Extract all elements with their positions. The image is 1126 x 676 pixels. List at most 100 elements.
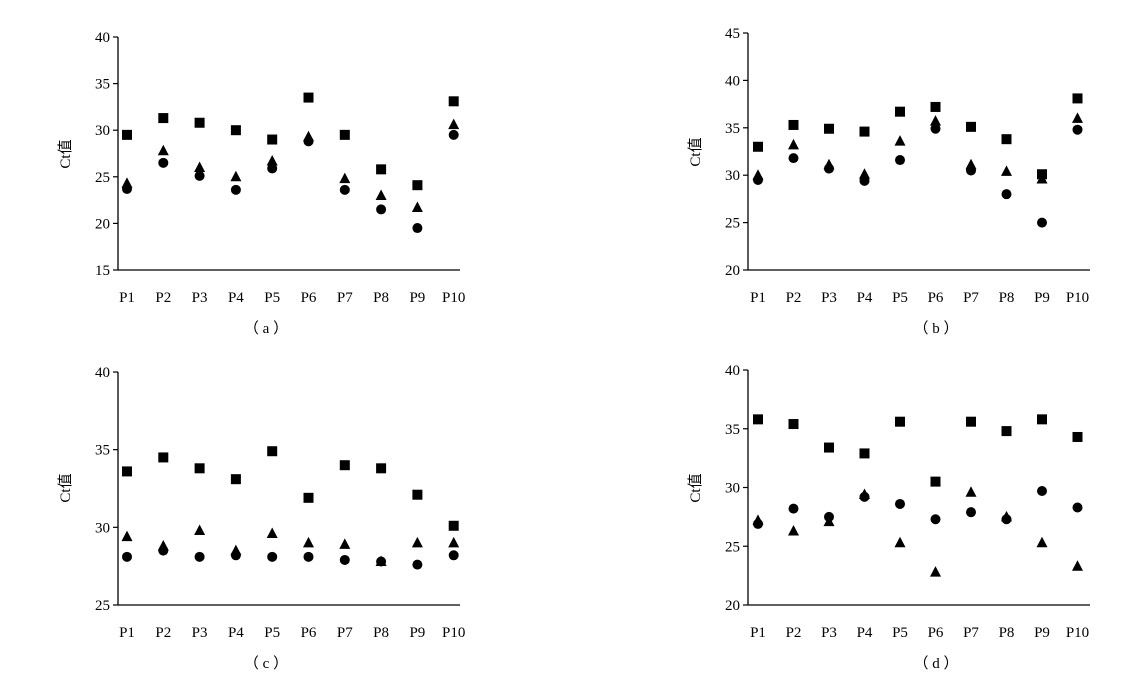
triangle-marker xyxy=(894,536,906,548)
circle-marker xyxy=(895,498,905,509)
square-marker xyxy=(788,119,799,130)
x-tick-label: P6 xyxy=(301,625,317,641)
circle-marker xyxy=(930,514,941,525)
chart-panel-2: 20 25 30 35 40 45 P1 P2 P3 P4 P5 P6 P7 P8 P9 P10 Ct值 （ b … xyxy=(687,26,1090,337)
y-tick-label: 30 xyxy=(725,168,740,184)
square-marker xyxy=(339,129,350,140)
triangle-marker xyxy=(894,135,906,146)
triangle-marker xyxy=(266,154,278,166)
x-tick-label: P7 xyxy=(337,625,353,641)
circle-marker xyxy=(412,559,423,570)
panel-caption: （ b ） xyxy=(913,320,958,337)
x-tick-label: P4 xyxy=(857,290,873,306)
y-tick-label: 25 xyxy=(95,170,110,186)
x-tick-label: P5 xyxy=(892,625,908,641)
x-tick-label: P9 xyxy=(1034,625,1050,641)
x-tick-label: P3 xyxy=(821,290,837,306)
triangle-marker xyxy=(339,538,351,549)
square-marker xyxy=(158,113,169,124)
square-marker xyxy=(930,101,941,112)
triangle-marker xyxy=(121,530,133,542)
x-tick-label: P7 xyxy=(337,290,353,306)
square-marker xyxy=(448,96,459,107)
x-tick-label: P5 xyxy=(892,290,908,306)
circle-marker xyxy=(859,491,870,502)
square-marker xyxy=(788,419,799,430)
triangle-marker xyxy=(230,170,242,182)
circle-marker xyxy=(895,155,905,166)
square-marker xyxy=(930,476,941,487)
x-tick-label: P7 xyxy=(963,290,979,306)
circle-marker xyxy=(788,503,799,514)
circle-marker xyxy=(376,204,387,215)
square-marker xyxy=(859,126,870,137)
circle-marker xyxy=(122,551,132,562)
y-tick-label: 20 xyxy=(725,598,740,614)
triangle-marker xyxy=(859,168,870,179)
x-tick-label: P3 xyxy=(821,625,837,641)
y-tick-label: 40 xyxy=(725,363,740,379)
y-tick-label: 35 xyxy=(95,443,110,459)
chart-panel-1: 15 20 25 30 35 40 P1 P2 P3 P4 P5 P6 P7 P8 P9 P10 Ct值 （ a … xyxy=(57,30,465,337)
circle-marker xyxy=(267,163,278,174)
x-tick-label: P8 xyxy=(999,625,1015,641)
square-marker xyxy=(303,92,314,103)
triangle-marker xyxy=(930,566,941,577)
circle-marker xyxy=(339,554,350,565)
circle-marker xyxy=(194,170,205,181)
triangle-marker xyxy=(194,161,206,172)
square-marker xyxy=(376,463,387,474)
circle-marker xyxy=(158,545,169,556)
triangle-marker xyxy=(266,527,278,539)
x-tick-label: P10 xyxy=(442,625,465,641)
x-tick-label: P7 xyxy=(963,625,979,641)
triangle-marker xyxy=(411,201,423,213)
y-tick-label: 20 xyxy=(725,263,740,279)
square-marker xyxy=(1001,134,1012,145)
x-tick-label: P1 xyxy=(750,290,766,306)
circle-marker xyxy=(788,153,799,164)
x-tick-label: P6 xyxy=(301,290,317,306)
square-marker xyxy=(1037,414,1047,425)
circle-marker xyxy=(230,550,241,561)
square-marker xyxy=(1001,426,1012,437)
square-marker xyxy=(230,474,241,485)
circle-marker xyxy=(1001,514,1012,525)
chart-panel-4: 20 25 30 35 40 P1 P2 P3 P4 P5 P6 P7 P8 P9 P10 Ct值 （ d ） xyxy=(687,363,1090,672)
square-marker xyxy=(376,164,387,175)
x-tick-label: P8 xyxy=(373,290,389,306)
x-tick-label: P3 xyxy=(192,290,208,306)
y-tick-label: 25 xyxy=(95,598,110,614)
y-tick-label: 40 xyxy=(95,30,110,46)
circle-marker xyxy=(1072,502,1083,513)
circle-marker xyxy=(1037,486,1047,497)
circle-marker xyxy=(376,556,387,567)
square-marker xyxy=(895,106,905,117)
x-tick-label: P8 xyxy=(999,290,1015,306)
square-marker xyxy=(1072,93,1083,104)
square-marker xyxy=(966,121,976,132)
circle-marker xyxy=(412,223,423,234)
x-tick-label: P10 xyxy=(442,290,465,306)
triangle-marker xyxy=(788,524,799,536)
x-tick-label: P5 xyxy=(264,625,280,641)
circle-marker xyxy=(122,183,132,194)
circle-marker xyxy=(966,165,976,176)
panel-caption: （ c ） xyxy=(244,655,288,672)
y-tick-label: 35 xyxy=(95,77,110,93)
x-tick-label: P4 xyxy=(228,290,244,306)
triangle-marker xyxy=(1036,172,1048,184)
circle-marker xyxy=(303,551,314,562)
y-tick-label: 15 xyxy=(95,263,110,279)
triangle-marker xyxy=(411,536,423,548)
circle-marker xyxy=(859,175,870,186)
square-marker xyxy=(448,520,459,531)
circle-marker xyxy=(339,184,350,195)
circle-marker xyxy=(824,511,834,522)
x-tick-label: P3 xyxy=(192,625,208,641)
triangle-marker xyxy=(339,172,351,184)
x-tick-label: P1 xyxy=(750,625,766,641)
circle-marker xyxy=(448,129,459,140)
square-marker xyxy=(753,141,763,152)
